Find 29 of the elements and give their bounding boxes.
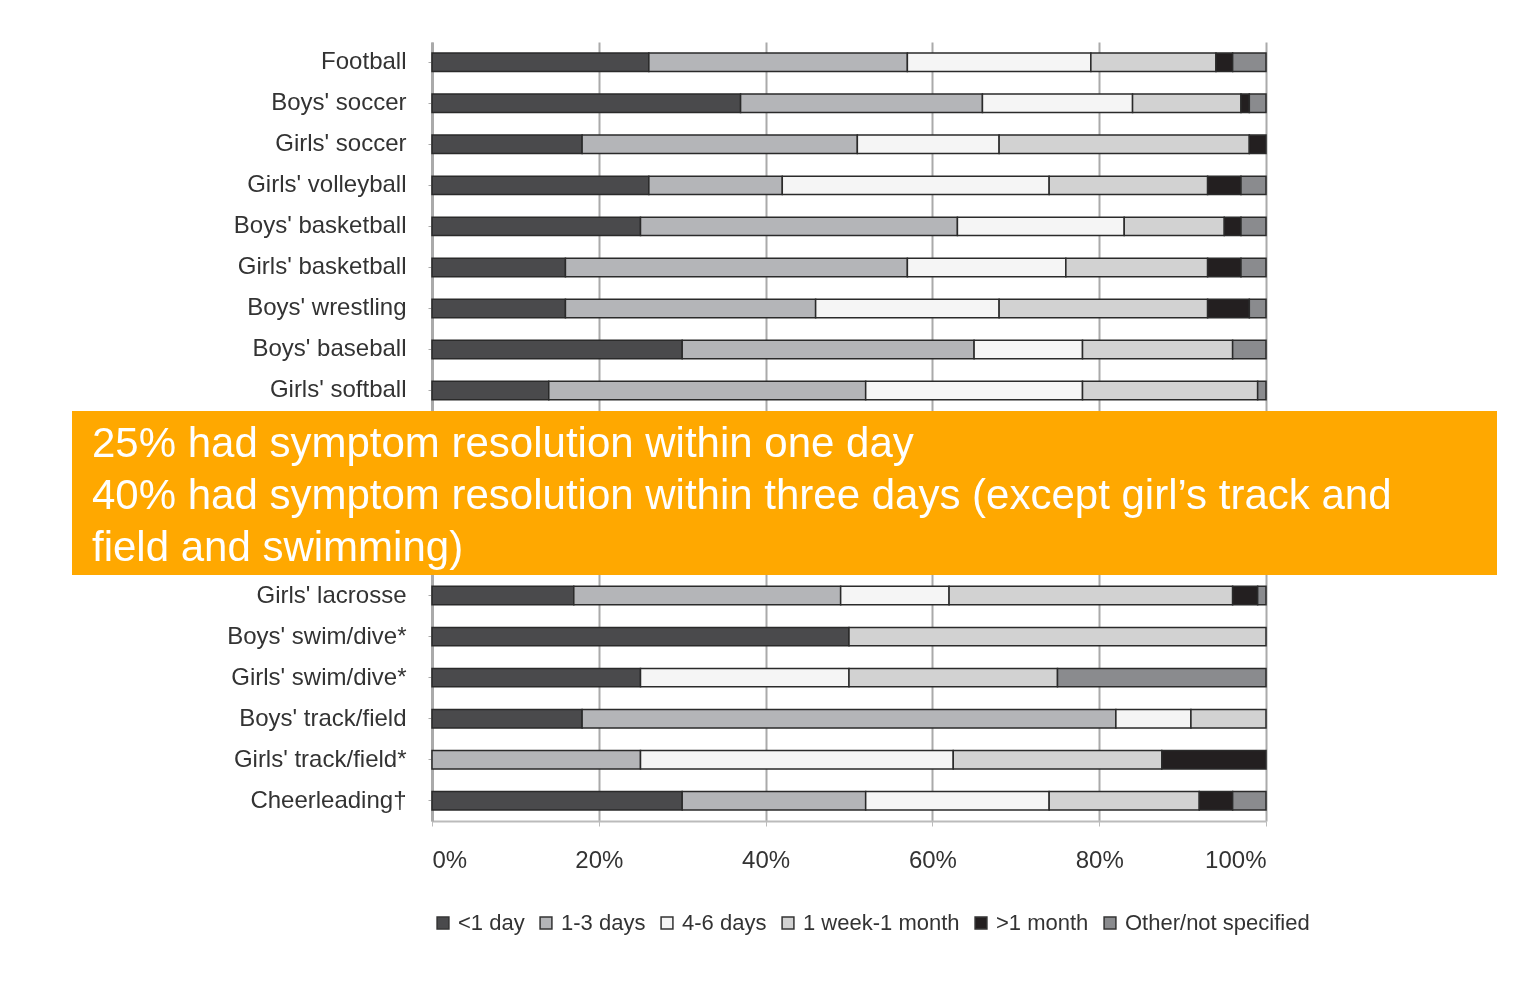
y-tick-label: Football [321,47,407,75]
y-tick-label: Cheerleading† [250,785,407,813]
y-tick-label: Girls' basketball [237,252,407,280]
x-tick-label: 0% [432,845,468,873]
y-tick-label: Girls' swim/dive* [231,662,407,690]
x-tick-label: 80% [1075,845,1124,873]
legend-label: Other/not specified [1125,910,1310,935]
x-tick-label: 40% [742,845,791,873]
legend-label: 4-6 days [682,910,767,935]
annotation: 40% had symptom resolution within three days (except girl’s track and field and swimming) [92,470,1393,572]
legend-label: <1 day [458,910,525,935]
legend-label: 1 week-1 month [803,910,960,935]
y-tick-label: Girls' softball [269,375,407,403]
legend-label: 1-3 days [561,910,646,935]
y-tick-label: Boys' baseball [252,334,407,362]
y-tick-label: Girls' track/field* [233,744,407,772]
x-tick-label: 20% [575,845,624,873]
y-tick-label: Girls' volleyball [247,170,407,198]
legend-label: >1 month [996,910,1089,935]
y-tick-label: Boys' swim/dive* [227,621,407,649]
y-tick-label: Boys' wrestling [247,293,407,321]
y-tick-label: Girls' lacrosse [256,580,407,608]
annotation: 25% had symptom resolution within one day [92,418,915,468]
x-tick-label: 100% [1205,845,1267,873]
x-tick-label: 60% [908,845,957,873]
y-tick-label: Boys' track/field [239,703,407,731]
y-tick-label: Girls' soccer [275,129,407,157]
y-tick-label: Boys' soccer [271,88,407,116]
y-tick-label: Boys' basketball [233,211,407,239]
